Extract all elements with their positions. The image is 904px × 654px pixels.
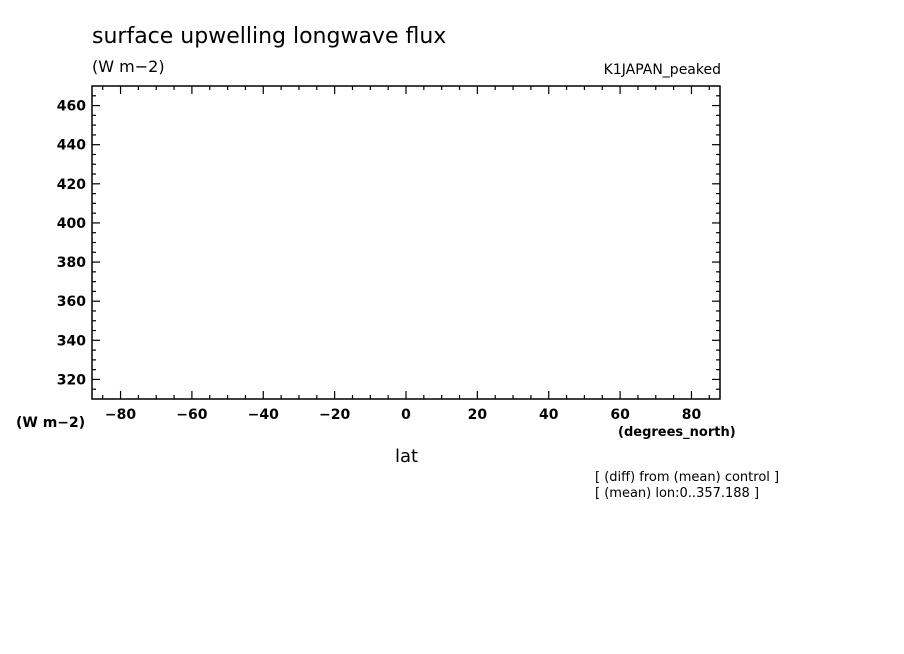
y-tick-label: 460: [57, 99, 86, 115]
y-tick-label: 420: [57, 177, 86, 193]
y-tick-label: 400: [57, 216, 86, 232]
axis-ticks: [92, 86, 720, 399]
chart-title: surface upwelling longwave flux: [92, 24, 447, 49]
x-tick-label: −20: [319, 407, 350, 423]
x-tick-label: 80: [682, 407, 702, 423]
x-tick-label: 40: [539, 407, 559, 423]
y-tick-label: 360: [57, 294, 86, 310]
y-axis-units: (W m−2): [16, 415, 86, 431]
axis-tick-labels: −80 −60 −40 −20 0 20 40 60 80 320 340 360 380 400 420 4…: [57, 99, 702, 423]
x-tick-label: 20: [468, 407, 488, 423]
plot-frame: [91, 85, 721, 400]
diff-note: [ (diff) from (mean) control ]: [595, 470, 780, 485]
x-tick-label: −40: [248, 407, 279, 423]
run-label: K1JAPAN_peaked: [603, 62, 721, 78]
x-tick-label: 0: [401, 407, 411, 423]
x-tick-label: 60: [610, 407, 630, 423]
x-axis-units: (degrees_north): [618, 425, 736, 440]
x-tick-label: −60: [176, 407, 207, 423]
x-axis-label: lat: [395, 446, 419, 467]
y-tick-label: 320: [57, 372, 86, 388]
y-tick-label: 340: [57, 333, 86, 349]
mean-note: [ (mean) lon:0..357.188 ]: [595, 486, 760, 501]
x-tick-label: −80: [105, 407, 136, 423]
chart-units: (W m−2): [92, 57, 165, 76]
y-tick-label: 440: [57, 138, 86, 154]
y-tick-label: 380: [57, 255, 86, 271]
